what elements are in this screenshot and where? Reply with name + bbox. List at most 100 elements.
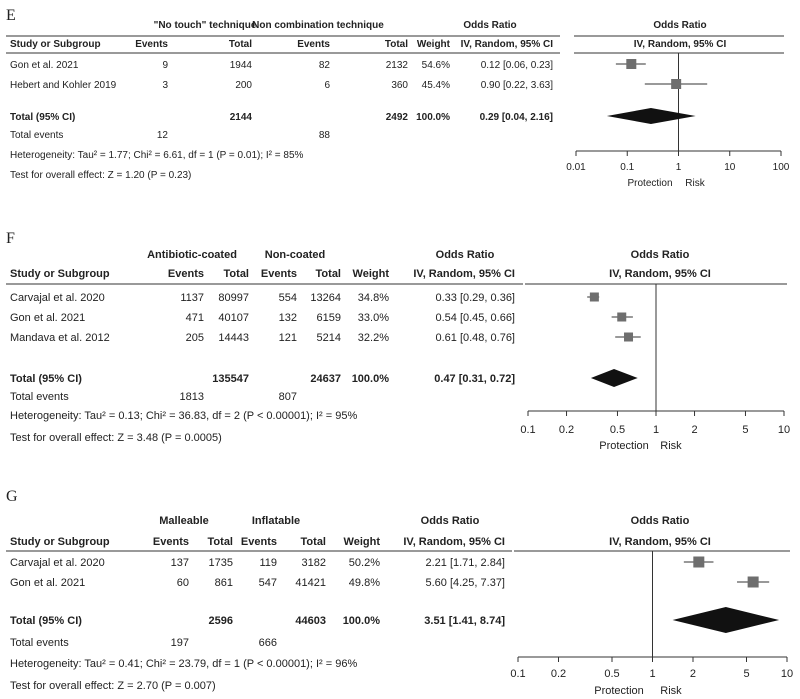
total-events1: 197: [171, 637, 189, 649]
weight-cell: 45.4%: [422, 80, 450, 91]
total-label: Total (95% CI): [10, 615, 82, 627]
group2-title: Inflatable: [252, 515, 300, 527]
x-tick-label: 10: [778, 424, 790, 436]
events2-cell: 82: [319, 60, 331, 71]
x-tick-label: 1: [676, 162, 682, 173]
total2-cell: 6159: [317, 312, 341, 324]
plot-subheader: IV, Random, 95% CI: [609, 268, 711, 280]
ci-cell: 0.12 [0.06, 0.23]: [481, 60, 554, 71]
x-tick-label: 2: [690, 668, 696, 680]
axis-right-label: Risk: [660, 440, 682, 452]
column-header-events2: Events: [241, 536, 277, 548]
weight-cell: 49.8%: [349, 577, 380, 589]
study-name: Mandava et al. 2012: [10, 332, 110, 344]
total1-cell: 14443: [218, 332, 249, 344]
study-marker: [589, 292, 599, 302]
panel-label: F: [6, 230, 15, 247]
overall-effect-text: Test for overall effect: Z = 3.48 (P = 0…: [10, 432, 222, 444]
or-column-header: Odds Ratio: [436, 249, 495, 261]
or-column-header: Odds Ratio: [421, 515, 480, 527]
column-header-study: Study or Subgroup: [10, 268, 110, 280]
x-tick-label: 10: [781, 668, 793, 680]
total1-sum: 135547: [212, 373, 249, 385]
x-tick-label: 5: [742, 424, 748, 436]
events2-cell: 6: [324, 80, 330, 91]
events1-cell: 60: [177, 577, 189, 589]
total1-cell: 861: [215, 577, 233, 589]
column-header-total1: Total: [229, 39, 252, 50]
x-tick-label: 0.5: [604, 668, 619, 680]
x-tick-label: 5: [743, 668, 749, 680]
group1-title: Antibiotic-coated: [147, 249, 237, 261]
column-header-total2: Total: [316, 268, 341, 280]
plot-subheader: IV, Random, 95% CI: [609, 536, 711, 548]
total-events2: 88: [319, 130, 331, 141]
events2-cell: 554: [279, 292, 297, 304]
group2-title: Non combination technique: [252, 20, 384, 31]
heterogeneity-text: Heterogeneity: Tau² = 0.41; Chi² = 23.79…: [10, 658, 357, 670]
total1-sum: 2144: [230, 112, 253, 123]
events1-cell: 471: [186, 312, 204, 324]
axis-left-label: Protection: [627, 178, 672, 189]
x-tick-label: 0.5: [610, 424, 625, 436]
events2-cell: 119: [259, 557, 277, 569]
plot-subheader: IV, Random, 95% CI: [634, 39, 727, 50]
axis-right-label: Risk: [660, 685, 682, 697]
group1-title: Malleable: [159, 515, 209, 527]
heterogeneity-text: Heterogeneity: Tau² = 1.77; Chi² = 6.61,…: [10, 150, 304, 161]
study-name: Gon et al. 2021: [10, 577, 85, 589]
plot-header: Odds Ratio: [653, 20, 706, 31]
total-ci: 0.47 [0.31, 0.72]: [434, 373, 515, 385]
total1-cell: 80997: [218, 292, 249, 304]
column-header-study: Study or Subgroup: [10, 39, 101, 50]
x-tick-label: 100: [773, 162, 790, 173]
column-header-weight: Weight: [417, 39, 451, 50]
total2-sum: 2492: [386, 112, 409, 123]
forest-panel-g: G Malleable Inflatable Odds Ratio Study or S…: [6, 488, 793, 697]
forest-panel-f: F Antibiotic-coated Non-coated Odds Ratio St…: [6, 230, 790, 452]
total-label: Total (95% CI): [10, 373, 82, 385]
pooled-diamond: [590, 369, 638, 387]
ci-cell: 0.61 [0.48, 0.76]: [435, 332, 515, 344]
axis-right-label: Risk: [685, 178, 705, 189]
study-marker: [693, 556, 705, 568]
study-marker: [617, 312, 627, 322]
column-header-ci: IV, Random, 95% CI: [403, 536, 505, 548]
study-marker: [671, 79, 682, 89]
column-header-events1: Events: [135, 39, 168, 50]
ci-cell: 2.21 [1.71, 2.84]: [425, 557, 505, 569]
ci-cell: 0.33 [0.29, 0.36]: [435, 292, 515, 304]
total2-cell: 360: [391, 80, 408, 91]
total1-sum: 2596: [209, 615, 233, 627]
study-marker: [624, 332, 634, 342]
study-name: Gon et al. 2021: [10, 312, 85, 324]
x-tick-label: 0.1: [520, 424, 535, 436]
total-ci: 3.51 [1.41, 8.74]: [424, 615, 505, 627]
pooled-diamond: [606, 108, 696, 124]
study-marker: [626, 59, 637, 69]
x-tick-label: 0.1: [620, 162, 634, 173]
total-weight: 100.0%: [343, 615, 381, 627]
axis-left-label: Protection: [599, 440, 649, 452]
total2-cell: 2132: [386, 60, 409, 71]
total-events-label: Total events: [10, 391, 69, 403]
ci-cell: 5.60 [4.25, 7.37]: [425, 577, 505, 589]
total-ci: 0.29 [0.04, 2.16]: [480, 112, 553, 123]
total-events2: 807: [279, 391, 297, 403]
total2-sum: 44603: [295, 615, 326, 627]
events1-cell: 205: [186, 332, 204, 344]
study-marker: [747, 576, 759, 588]
total-events2: 666: [259, 637, 277, 649]
axis-left-label: Protection: [594, 685, 644, 697]
column-header-events1: Events: [153, 536, 189, 548]
weight-cell: 32.2%: [358, 332, 389, 344]
x-tick-label: 0.2: [551, 668, 566, 680]
weight-cell: 50.2%: [349, 557, 380, 569]
x-tick-label: 10: [724, 162, 736, 173]
events2-cell: 132: [279, 312, 297, 324]
total1-cell: 40107: [218, 312, 249, 324]
overall-effect-text: Test for overall effect: Z = 1.20 (P = 0…: [10, 170, 191, 181]
column-header-weight: Weight: [344, 536, 381, 548]
study-name: Carvajal et al. 2020: [10, 292, 105, 304]
